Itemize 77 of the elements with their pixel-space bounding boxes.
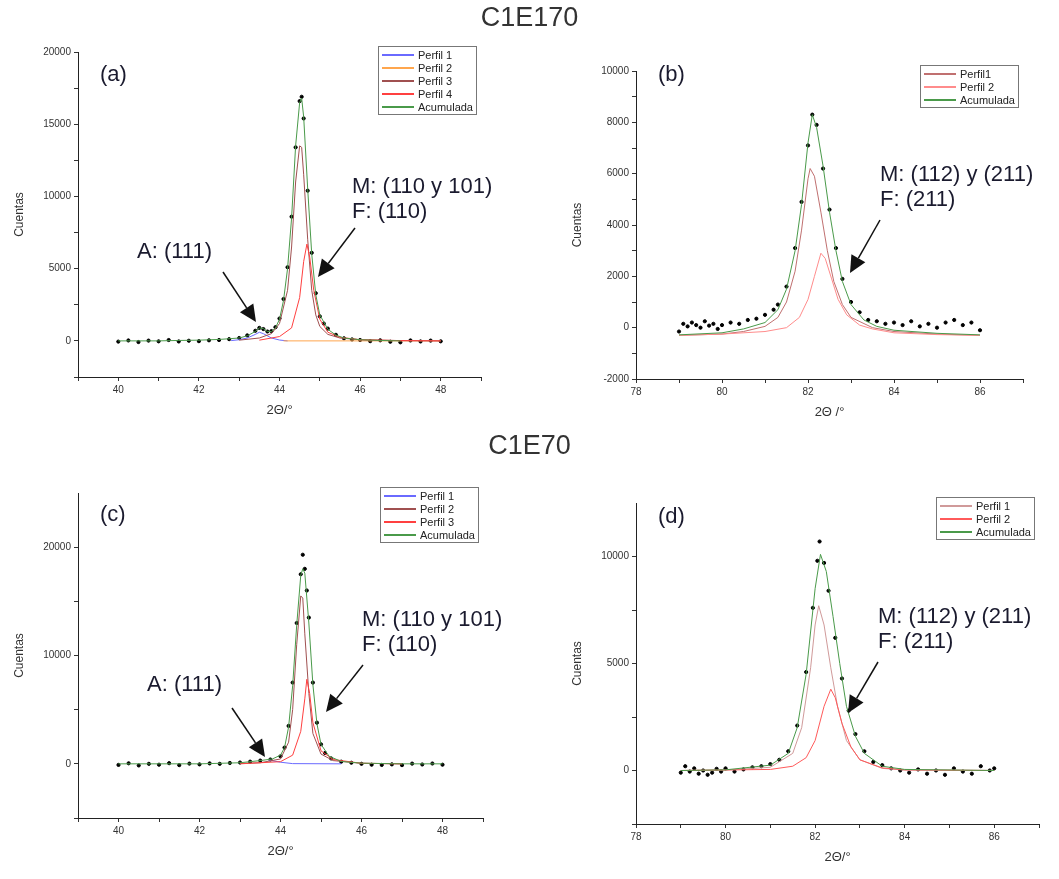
x-tick-label: 84	[899, 830, 911, 842]
legend-label: Perfil 4	[417, 87, 453, 100]
x-tick-label: 86	[988, 830, 1001, 842]
legend-label: Perfil 2	[959, 80, 995, 93]
legend-label: Perfil 3	[417, 74, 453, 87]
legend-label: Perfil 1	[417, 48, 453, 61]
y-axis-title: Cuentas	[11, 192, 26, 237]
x-tick-label: 48	[435, 383, 447, 395]
annotation: (d)	[658, 503, 685, 528]
legend-label: Perfil 1	[975, 499, 1011, 512]
annotation: F: (211)	[880, 186, 956, 211]
legend-label: Perfil 2	[417, 61, 453, 74]
y-tick-label: 4000	[606, 218, 630, 230]
y-tick-label: 20000	[43, 540, 72, 552]
y-tick-label: 10000	[43, 190, 72, 202]
x-tick-label: 78	[630, 385, 642, 397]
legend-label: Perfil 2	[419, 502, 455, 515]
y-tick-label: 20000	[43, 45, 72, 57]
x-axis-title: 2Θ/°	[824, 848, 851, 864]
annotation: (a)	[100, 61, 127, 86]
y-tick-label: 8000	[606, 116, 630, 128]
y-tick-label: 2000	[606, 270, 630, 282]
y-axis-title: Cuentas	[569, 641, 584, 686]
x-tick-label: 40	[112, 383, 125, 395]
y-tick-label: 10000	[601, 64, 630, 76]
y-tick-label: 6000	[606, 167, 630, 179]
x-tick-label: 48	[436, 824, 449, 836]
annotation: (c)	[100, 501, 126, 526]
annotation: F: (110)	[362, 631, 438, 656]
y-tick-label: 0	[65, 757, 72, 769]
annotation: A: (111)	[147, 671, 222, 696]
annotation: F: (211)	[878, 628, 954, 653]
y-tick-label: 15000	[43, 117, 72, 129]
y-tick-label: 5000	[606, 657, 630, 669]
x-tick-label: 44	[274, 824, 287, 836]
y-tick-label: 10000	[43, 649, 72, 661]
x-axis-title: 2Θ /°	[814, 403, 845, 419]
x-tick-label: 42	[193, 383, 205, 395]
x-tick-label: 42	[193, 824, 206, 836]
legend-label: Perfil 3	[419, 515, 455, 528]
x-tick-label: 46	[355, 824, 368, 836]
legend-label: Perfil 1	[419, 489, 455, 502]
x-tick-label: 84	[888, 385, 900, 397]
annotation: M: (112) y (211)	[878, 603, 1032, 628]
y-tick-label: 5000	[48, 262, 72, 274]
legend-label: Acumulada	[417, 100, 473, 113]
legend-label: Acumulada	[959, 93, 1015, 106]
annotation: A: (111)	[137, 238, 212, 263]
y-axis-title: Cuentas	[569, 202, 584, 248]
x-tick-label: 82	[809, 830, 822, 842]
x-tick-label: 80	[719, 830, 732, 842]
y-tick-label: -2000	[603, 372, 630, 384]
chart-title: C1E170	[479, 2, 580, 33]
y-tick-label: 0	[65, 334, 72, 346]
legend-label: Perfil1	[959, 67, 992, 80]
y-tick-label: 0	[623, 764, 630, 776]
y-axis-title: Cuentas	[11, 633, 26, 678]
x-tick-label: 44	[273, 383, 286, 395]
x-tick-label: 80	[716, 385, 728, 397]
annotation: M: (110 y 101)	[362, 606, 503, 631]
x-tick-label: 86	[974, 385, 986, 397]
annotation: F: (110)	[352, 198, 428, 223]
legend-label: Perfil 2	[975, 512, 1011, 525]
y-tick-label: 0	[623, 321, 630, 333]
x-axis-title: 2Θ/°	[266, 401, 293, 417]
x-axis-title: 2Θ/°	[267, 842, 294, 858]
y-tick-label: 10000	[601, 550, 630, 562]
legend-label: Acumulada	[419, 528, 475, 541]
legend-label: Acumulada	[975, 525, 1031, 538]
annotation: M: (112) y (211)	[880, 161, 1034, 186]
x-tick-label: 82	[802, 385, 814, 397]
x-tick-label: 46	[354, 383, 367, 395]
chart-title: C1E70	[487, 430, 572, 461]
annotation: M: (110 y 101)	[352, 173, 493, 198]
annotation: (b)	[658, 61, 685, 86]
x-tick-label: 78	[630, 830, 642, 842]
x-tick-label: 40	[112, 824, 125, 836]
